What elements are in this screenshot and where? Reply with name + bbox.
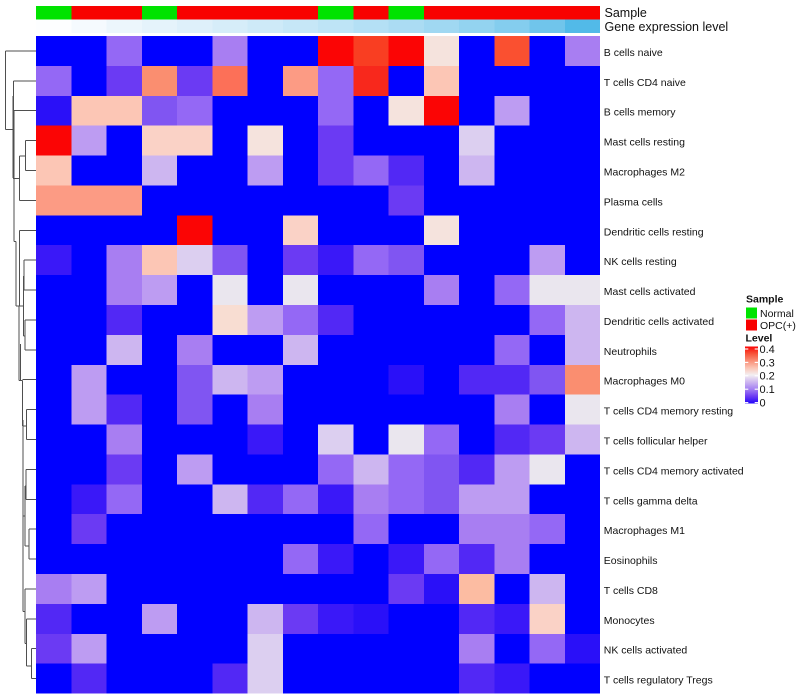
svg-text:T cells CD4 naive: T cells CD4 naive (604, 77, 686, 89)
svg-text:Sample: Sample (605, 6, 647, 20)
svg-text:Mast cells activated: Mast cells activated (604, 286, 696, 298)
svg-text:B cells naive: B cells naive (604, 47, 663, 59)
svg-text:T cells CD4 memory resting: T cells CD4 memory resting (604, 406, 733, 418)
svg-text:Level: Level (746, 333, 773, 345)
svg-text:T cells follicular helper: T cells follicular helper (604, 436, 708, 448)
svg-text:T cells CD8: T cells CD8 (604, 585, 658, 597)
svg-text:OPC(+): OPC(+) (760, 320, 796, 332)
svg-text:Mast cells resting: Mast cells resting (604, 137, 685, 149)
svg-text:T cells CD4 memory activated: T cells CD4 memory activated (604, 465, 744, 477)
svg-text:0: 0 (760, 398, 766, 410)
svg-text:Eosinophils: Eosinophils (604, 555, 658, 567)
svg-text:Normal: Normal (760, 308, 794, 320)
svg-text:Monocytes: Monocytes (604, 615, 655, 627)
svg-text:Dendritic cells activated: Dendritic cells activated (604, 316, 714, 328)
svg-text:0.3: 0.3 (760, 357, 775, 369)
svg-text:T cells gamma delta: T cells gamma delta (604, 495, 698, 507)
svg-text:Macrophages M2: Macrophages M2 (604, 167, 685, 179)
svg-text:NK cells activated: NK cells activated (604, 645, 688, 657)
svg-text:0.4: 0.4 (760, 344, 775, 356)
svg-text:Sample: Sample (746, 294, 784, 306)
svg-text:B cells memory: B cells memory (604, 107, 677, 119)
svg-text:0.2: 0.2 (760, 371, 775, 383)
svg-text:Macrophages M0: Macrophages M0 (604, 376, 685, 388)
svg-text:NK cells resting: NK cells resting (604, 256, 677, 268)
svg-text:T cells regulatory Tregs: T cells regulatory Tregs (604, 675, 713, 687)
svg-text:Neutrophils: Neutrophils (604, 346, 657, 358)
svg-text:Macrophages M1: Macrophages M1 (604, 525, 685, 537)
svg-text:Dendritic cells resting: Dendritic cells resting (604, 226, 704, 238)
svg-text:Plasma cells: Plasma cells (604, 196, 663, 208)
svg-text:0.1: 0.1 (760, 384, 775, 396)
svg-text:Gene expression level: Gene expression level (605, 20, 729, 34)
